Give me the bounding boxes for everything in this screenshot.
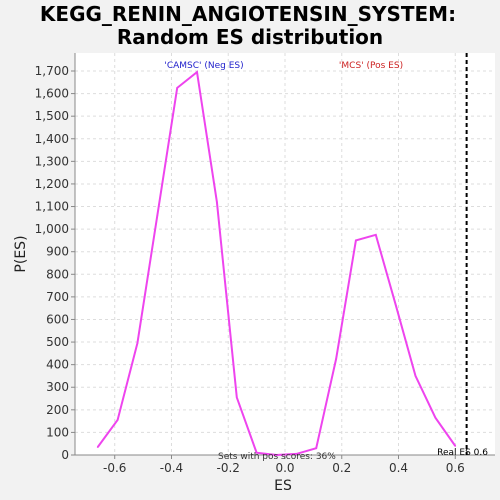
data-point [235, 396, 238, 399]
x-axis-ticks: -0.6 -0.4 -0.2 0.0 0.2 0.4 0.6 [103, 455, 465, 475]
x-tick-label: -0.6 [103, 461, 126, 475]
x-tick-label: 0.6 [446, 461, 465, 475]
data-point [116, 419, 119, 421]
data-point [196, 71, 198, 73]
data-point [414, 375, 417, 377]
series-points [96, 71, 457, 456]
neg-es-label: 'CAMSC' (Neg ES) [164, 61, 243, 71]
data-point [216, 201, 218, 203]
data-point [96, 446, 99, 448]
y-tick-label: 900 [46, 245, 69, 259]
y-tick-label: 400 [46, 358, 69, 372]
data-point [295, 453, 298, 455]
x-axis-label: ES [274, 478, 292, 494]
data-point [255, 451, 258, 454]
y-tick-label: 100 [46, 425, 69, 439]
data-point [355, 239, 357, 242]
data-point [275, 454, 278, 456]
y-tick-label: 0 [61, 448, 69, 462]
x-tick-label: 0.4 [389, 461, 408, 475]
chart-title-line1: KEGG_RENIN_ANGIOTENSIN_SYSTEM: [40, 2, 456, 26]
y-tick-label: 1,700 [35, 64, 69, 78]
y-tick-label: 700 [46, 290, 69, 304]
x-tick-label: -0.4 [160, 461, 183, 475]
real-es-label: Real ES 0.6 [437, 448, 488, 458]
y-tick-label: 300 [46, 380, 69, 394]
data-point [434, 416, 437, 419]
y-tick-label: 1,300 [35, 154, 69, 168]
data-point [335, 358, 337, 360]
bottom-note: Sets with pos scores: 36% [218, 452, 336, 462]
data-point [454, 445, 457, 447]
y-tick-label: 800 [46, 267, 69, 281]
x-tick-label: 0.0 [275, 461, 294, 475]
data-point [315, 447, 318, 450]
y-axis-label: P(ES) [13, 235, 29, 272]
gridlines [75, 53, 495, 456]
y-tick-label: 1,600 [35, 87, 69, 101]
y-tick-label: 1,000 [35, 222, 69, 236]
data-point [394, 303, 397, 306]
data-point [375, 233, 377, 236]
y-tick-label: 1,400 [35, 132, 69, 146]
y-tick-label: 600 [46, 312, 69, 326]
y-tick-label: 200 [46, 403, 69, 417]
data-point [136, 342, 139, 344]
data-point [176, 87, 178, 89]
x-tick-label: -0.2 [217, 461, 240, 475]
y-tick-label: 1,200 [35, 177, 69, 191]
pos-es-label: 'MCS' (Pos ES) [339, 61, 403, 71]
chart-title-line2: Random ES distribution [117, 25, 383, 49]
y-tick-label: 1,500 [35, 109, 69, 123]
data-point [156, 214, 159, 217]
y-axis-ticks: 0 100 200 300 400 500 600 700 800 900 1,000 1,100 1,… [35, 64, 75, 462]
y-tick-label: 1,100 [35, 200, 69, 214]
y-tick-label: 500 [46, 335, 69, 349]
x-tick-label: 0.2 [332, 461, 351, 475]
